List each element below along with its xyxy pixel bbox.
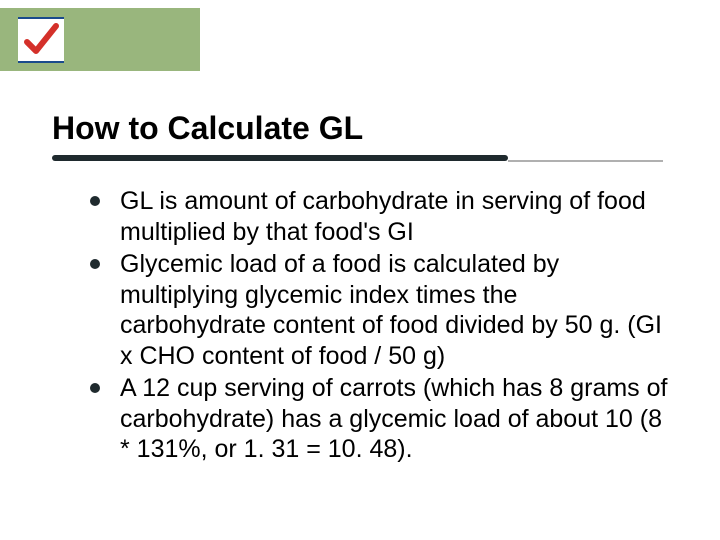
bullet-list: GL is amount of carbohydrate in serving … (90, 186, 668, 467)
title-underline (52, 155, 508, 161)
checkmark-logo-icon (21, 20, 61, 60)
list-item: GL is amount of carbohydrate in serving … (90, 186, 668, 247)
bullet-icon (90, 383, 100, 393)
bullet-icon (90, 259, 100, 269)
list-item: Glycemic load of a food is calculated by… (90, 249, 668, 371)
title-underline-tail (508, 160, 663, 162)
bullet-text: GL is amount of carbohydrate in serving … (120, 187, 646, 246)
bullet-text: Glycemic load of a food is calculated by… (120, 250, 662, 370)
bullet-text: A 12 cup serving of carrots (which has 8… (120, 374, 667, 463)
list-item: A 12 cup serving of carrots (which has 8… (90, 373, 668, 465)
bullet-icon (90, 196, 100, 206)
logo-box (18, 17, 64, 63)
slide-title: How to Calculate GL (52, 110, 363, 147)
logo-bar (0, 8, 200, 71)
